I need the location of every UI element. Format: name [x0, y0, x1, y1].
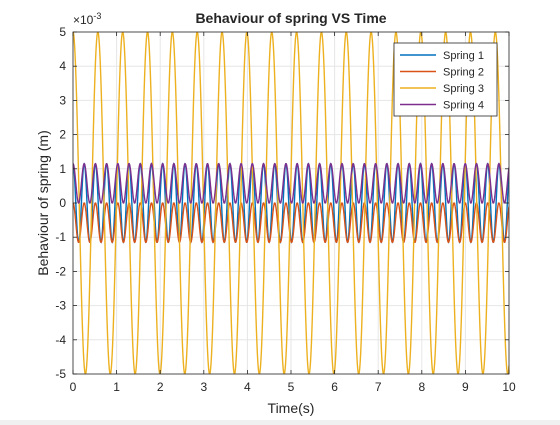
- y-tick-label: 1: [59, 162, 66, 176]
- legend-entry-label: Spring 4: [443, 100, 484, 112]
- chart-title: Behaviour of spring VS Time: [195, 10, 386, 26]
- y-tick-label: 0: [59, 196, 66, 210]
- x-axis-label: Time(s): [268, 400, 315, 416]
- legend: Spring 1 Spring 2 Spring 3 Spring 4: [394, 43, 497, 116]
- y-tick-label: -2: [55, 264, 66, 278]
- x-tick-label: 10: [502, 380, 516, 394]
- y-tick-label: 3: [59, 93, 66, 107]
- y-tick-label: -5: [55, 367, 66, 381]
- y-tick-label: -4: [55, 333, 66, 347]
- y-tick-label: -3: [55, 299, 66, 313]
- legend-entry-label: Spring 2: [443, 67, 484, 79]
- x-tick-label: 7: [375, 380, 382, 394]
- x-tick-label: 8: [418, 380, 425, 394]
- y-tick-label: 2: [59, 128, 66, 142]
- x-tick-label: 5: [288, 380, 295, 394]
- x-tick-label: 1: [113, 380, 120, 394]
- x-tick-label: 0: [70, 380, 77, 394]
- y-exponent-base: ×10: [73, 13, 94, 27]
- x-tick-label: 4: [244, 380, 251, 394]
- x-tick-label: 3: [200, 380, 207, 394]
- y-exponent-label: ×10-3: [73, 11, 101, 27]
- y-axis-label: Behaviour of spring (m): [35, 130, 51, 276]
- legend-entry-label: Spring 3: [443, 83, 484, 95]
- x-tick-label: 2: [157, 380, 164, 394]
- y-tick-label: -1: [55, 230, 66, 244]
- x-tick-label: 9: [462, 380, 469, 394]
- legend-entry-label: Spring 1: [443, 50, 484, 62]
- y-exponent-power: -3: [93, 11, 101, 21]
- y-tick-label: 5: [59, 25, 66, 39]
- x-tick-label: 6: [331, 380, 338, 394]
- y-tick-label: 4: [59, 59, 66, 73]
